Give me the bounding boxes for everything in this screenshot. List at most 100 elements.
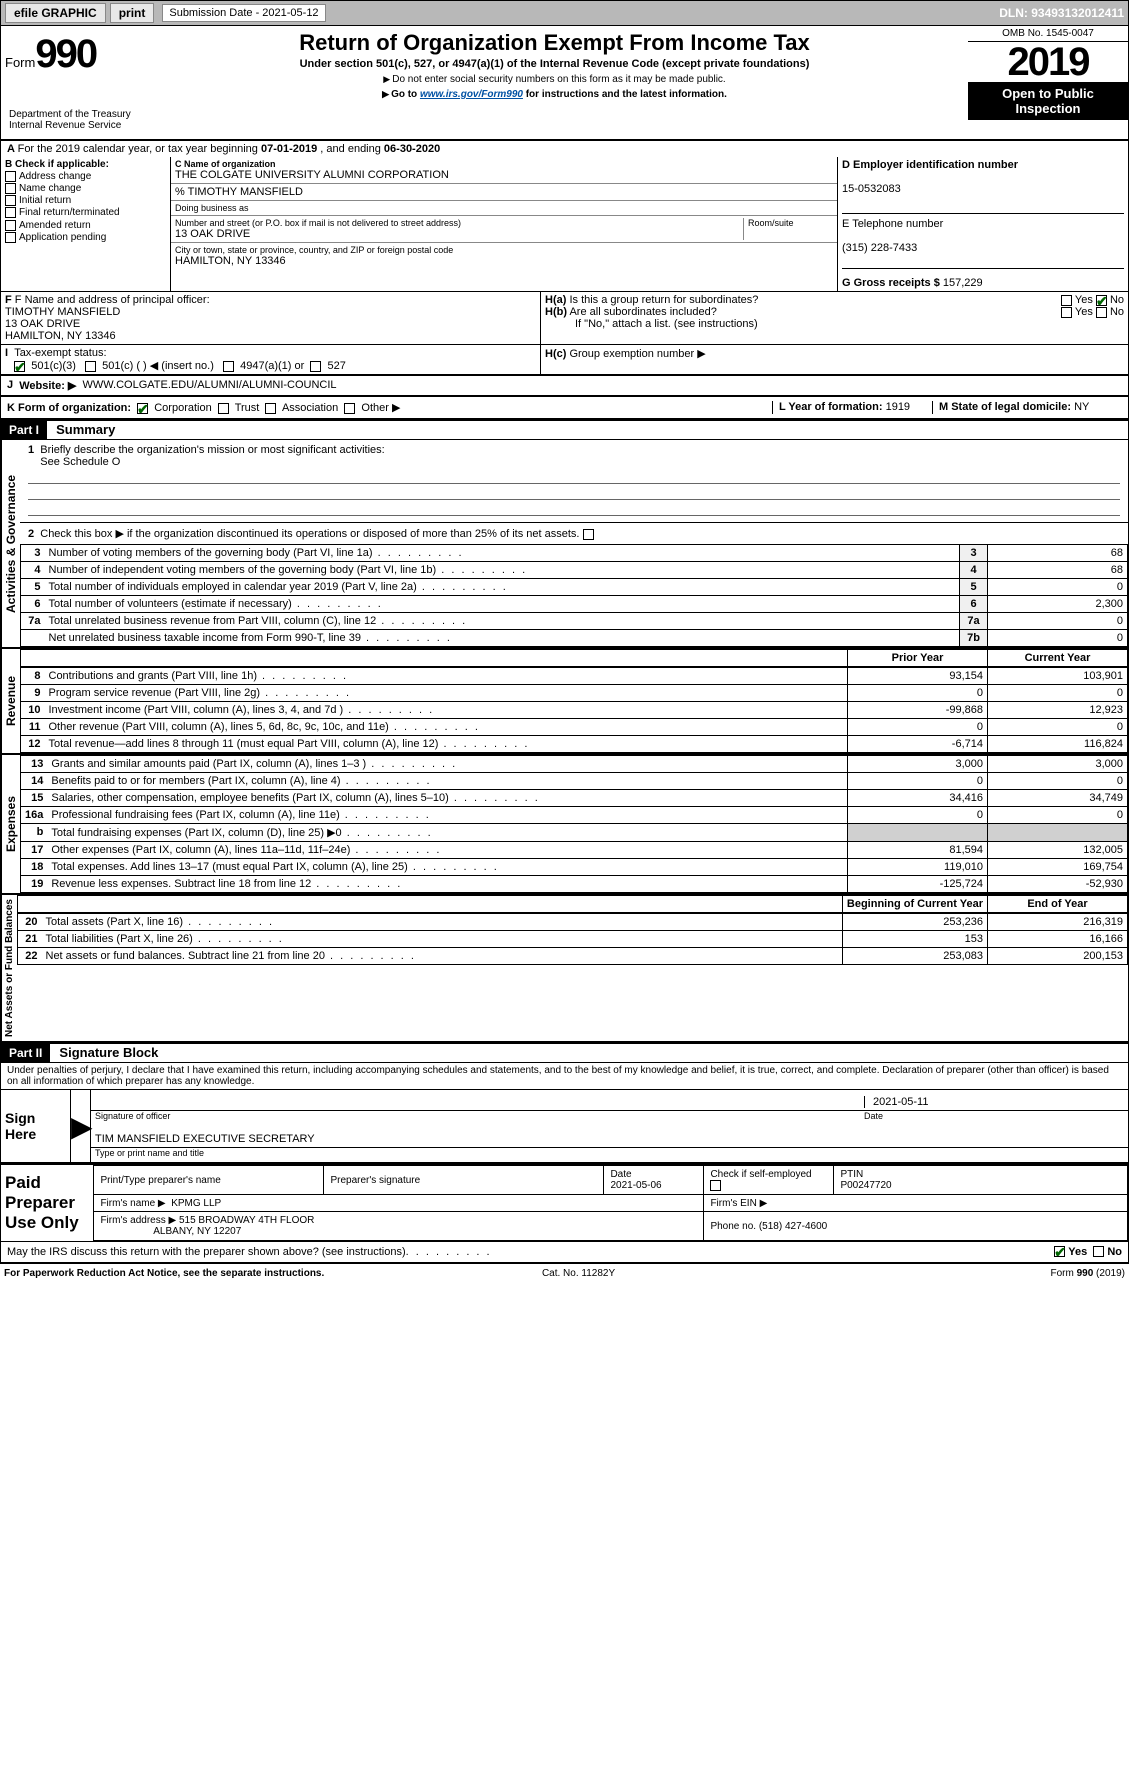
addr-label: Number and street (or P.O. box if mail i… bbox=[175, 218, 743, 228]
box-b-option[interactable]: Amended return bbox=[5, 220, 166, 231]
hb-yes-checkbox[interactable] bbox=[1061, 307, 1072, 318]
box-k-label: K Form of organization: bbox=[7, 402, 131, 414]
efile-button[interactable]: efile GRAPHIC bbox=[5, 3, 106, 23]
opt-assoc: Association bbox=[282, 402, 338, 414]
opt-other: Other ▶ bbox=[361, 402, 400, 414]
opt-501c3: 501(c)(3) bbox=[31, 360, 76, 372]
hb-no: No bbox=[1110, 306, 1124, 318]
box-b-option[interactable]: Final return/terminated bbox=[5, 207, 166, 218]
vtab-governance: Activities & Governance bbox=[1, 440, 20, 647]
section-net-assets: Net Assets or Fund Balances Beginning of… bbox=[0, 893, 1129, 1042]
name-title-label: Type or print name and title bbox=[91, 1148, 1128, 1162]
opt-527: 527 bbox=[327, 360, 345, 372]
box-g-label: G Gross receipts $ bbox=[842, 277, 940, 289]
line-a: A For the 2019 calendar year, or tax yea… bbox=[0, 141, 1129, 157]
room-label: Room/suite bbox=[743, 218, 833, 240]
box-d-label: D Employer identification number bbox=[842, 159, 1018, 171]
corp-checkbox[interactable] bbox=[137, 403, 148, 414]
ha-yes-checkbox[interactable] bbox=[1061, 295, 1072, 306]
city-label: City or town, state or province, country… bbox=[175, 245, 833, 255]
firm-name: KPMG LLP bbox=[171, 1198, 221, 1209]
firm-phone: (518) 427-4600 bbox=[759, 1221, 827, 1232]
vtab-net: Net Assets or Fund Balances bbox=[1, 895, 17, 1041]
other-checkbox[interactable] bbox=[344, 403, 355, 414]
vtab-revenue: Revenue bbox=[1, 649, 20, 753]
part-2-header: Part II Signature Block bbox=[0, 1042, 1129, 1063]
cat-no: Cat. No. 11282Y bbox=[542, 1268, 615, 1279]
signature-block: Sign Here ▶ 2021-05-11 Signature of offi… bbox=[0, 1089, 1129, 1163]
discuss-question: May the IRS discuss this return with the… bbox=[7, 1246, 406, 1258]
4947-checkbox[interactable] bbox=[223, 361, 234, 372]
open-public: Open to Public Inspection bbox=[968, 82, 1128, 120]
paid-preparer-block: Paid Preparer Use Only Print/Type prepar… bbox=[0, 1163, 1129, 1242]
sub3-pre: Go to bbox=[391, 89, 420, 100]
box-b-option[interactable]: Address change bbox=[5, 171, 166, 182]
line-1-value: See Schedule O bbox=[40, 456, 120, 468]
trust-checkbox[interactable] bbox=[218, 403, 229, 414]
officer-addr2: HAMILTON, NY 13346 bbox=[5, 330, 116, 342]
boxes-bcdefg: B Check if applicable: Address changeNam… bbox=[0, 157, 1129, 292]
box-b-option[interactable]: Application pending bbox=[5, 232, 166, 243]
paid-preparer-table: Print/Type preparer's name Preparer's si… bbox=[93, 1165, 1128, 1241]
revenue-table: Prior YearCurrent Year8Contributions and… bbox=[20, 649, 1128, 753]
city-state-zip: HAMILTON, NY 13346 bbox=[175, 255, 833, 267]
vtab-expenses: Expenses bbox=[1, 755, 20, 893]
hb-no-checkbox[interactable] bbox=[1096, 307, 1107, 318]
ptin: P00247720 bbox=[840, 1180, 891, 1191]
officer-name-title: TIM MANSFIELD EXECUTIVE SECRETARY bbox=[95, 1133, 315, 1145]
form-ref: Form 990 (2019) bbox=[1050, 1268, 1124, 1279]
tax-year: 2019 bbox=[968, 42, 1128, 82]
governance-table: 3Number of voting members of the governi… bbox=[20, 544, 1128, 647]
part-2-title: Signature Block bbox=[59, 1045, 158, 1060]
dept-treasury: Department of the Treasury Internal Reve… bbox=[5, 107, 145, 133]
sub3-post: for instructions and the latest informat… bbox=[523, 89, 727, 100]
discuss-no-checkbox[interactable] bbox=[1093, 1246, 1104, 1257]
section-expenses: Expenses 13Grants and similar amounts pa… bbox=[0, 753, 1129, 893]
line-2-checkbox[interactable] bbox=[583, 529, 594, 540]
527-checkbox[interactable] bbox=[310, 361, 321, 372]
box-b-option[interactable]: Initial return bbox=[5, 195, 166, 206]
box-j-label: Website: ▶ bbox=[19, 379, 76, 392]
street-address: 13 OAK DRIVE bbox=[175, 228, 743, 240]
box-klm: K Form of organization: Corporation Trus… bbox=[0, 396, 1129, 419]
perjury-statement: Under penalties of perjury, I declare th… bbox=[0, 1063, 1129, 1089]
501c-checkbox[interactable] bbox=[85, 361, 96, 372]
firm-name-label: Firm's name ▶ bbox=[100, 1198, 165, 1209]
firm-phone-label: Phone no. bbox=[710, 1221, 756, 1232]
part-2-label: Part II bbox=[1, 1044, 50, 1062]
box-c: C Name of organization THE COLGATE UNIVE… bbox=[171, 157, 838, 291]
form-number: 990 bbox=[35, 32, 96, 76]
discuss-yes-checkbox[interactable] bbox=[1054, 1246, 1065, 1257]
self-emp-checkbox[interactable] bbox=[710, 1180, 721, 1191]
opt-4947: 4947(a)(1) or bbox=[240, 360, 304, 372]
box-i-label: Tax-exempt status: bbox=[14, 347, 106, 359]
ptin-label: PTIN bbox=[840, 1169, 863, 1180]
dln: DLN: 93493132012411 bbox=[999, 6, 1124, 20]
opt-501c: 501(c) ( ) ◀ (insert no.) bbox=[102, 360, 214, 372]
gross-receipts: 157,229 bbox=[943, 277, 983, 289]
print-button[interactable]: print bbox=[110, 3, 155, 23]
box-m-label: M State of legal domicile: bbox=[939, 401, 1071, 413]
discuss-row: May the IRS discuss this return with the… bbox=[0, 1242, 1129, 1263]
line-a-begin: 07-01-2019 bbox=[261, 143, 317, 155]
ha-no-checkbox[interactable] bbox=[1096, 295, 1107, 306]
org-name: THE COLGATE UNIVERSITY ALUMNI CORPORATIO… bbox=[175, 169, 833, 181]
box-b-option[interactable]: Name change bbox=[5, 183, 166, 194]
discuss-no: No bbox=[1107, 1246, 1122, 1258]
form-header: Form990 Department of the Treasury Inter… bbox=[0, 26, 1129, 139]
ha-no: No bbox=[1110, 294, 1124, 306]
part-1-title: Summary bbox=[56, 422, 115, 437]
h-a: Is this a group return for subordinates? bbox=[569, 294, 758, 306]
self-emp-label: Check if self-employed bbox=[710, 1169, 811, 1180]
sign-here-label: Sign Here bbox=[1, 1090, 71, 1162]
website-url: WWW.COLGATE.EDU/ALUMNI/ALUMNI-COUNCIL bbox=[83, 379, 337, 392]
pra-notice: For Paperwork Reduction Act Notice, see … bbox=[4, 1268, 324, 1279]
prep-name-hdr: Print/Type preparer's name bbox=[94, 1166, 324, 1195]
501c3-checkbox[interactable] bbox=[14, 361, 25, 372]
section-governance: Activities & Governance 1 Briefly descri… bbox=[0, 440, 1129, 647]
assoc-checkbox[interactable] bbox=[265, 403, 276, 414]
irs-link[interactable]: www.irs.gov/Form990 bbox=[420, 89, 523, 100]
ha-yes: Yes bbox=[1075, 294, 1093, 306]
ein: 15-0532083 bbox=[842, 183, 901, 195]
opt-corp: Corporation bbox=[154, 402, 211, 414]
